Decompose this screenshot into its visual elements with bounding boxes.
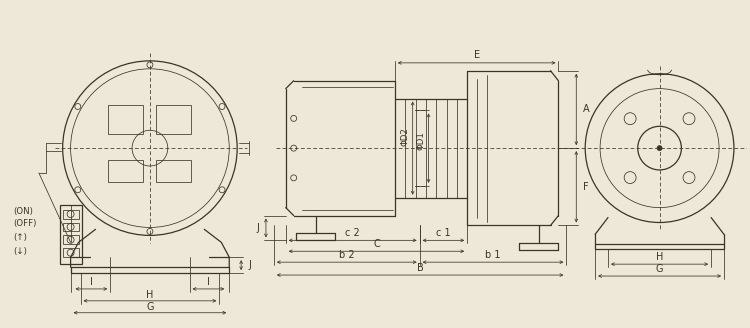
Text: b 1: b 1 xyxy=(485,250,501,260)
Bar xyxy=(156,160,190,182)
Text: E: E xyxy=(473,50,480,60)
Text: J: J xyxy=(256,223,259,233)
Bar xyxy=(108,105,143,134)
Text: F: F xyxy=(584,182,589,192)
Circle shape xyxy=(657,146,662,151)
Text: (↑): (↑) xyxy=(13,233,27,242)
Text: (OFF): (OFF) xyxy=(13,219,37,228)
Text: J: J xyxy=(248,260,251,270)
Text: c 1: c 1 xyxy=(436,228,451,238)
Bar xyxy=(156,105,190,134)
Bar xyxy=(63,222,79,232)
Text: H: H xyxy=(656,252,663,262)
Text: H: H xyxy=(146,290,154,300)
Text: B: B xyxy=(417,263,424,273)
Text: I: I xyxy=(90,277,93,287)
Text: G: G xyxy=(656,264,663,274)
Text: C: C xyxy=(373,239,380,249)
Text: G: G xyxy=(146,302,154,312)
Bar xyxy=(108,160,143,182)
Text: I: I xyxy=(207,277,210,287)
Text: ΦD2: ΦD2 xyxy=(400,127,410,146)
Text: ΦD1: ΦD1 xyxy=(416,131,425,150)
Text: A: A xyxy=(584,104,590,114)
Text: (↓): (↓) xyxy=(13,247,27,256)
Bar xyxy=(60,205,82,264)
Bar xyxy=(63,248,79,257)
Text: (ON): (ON) xyxy=(13,207,33,216)
Bar xyxy=(63,236,79,244)
Bar xyxy=(63,210,79,218)
Text: c 2: c 2 xyxy=(345,228,360,238)
Text: b 2: b 2 xyxy=(339,250,355,260)
